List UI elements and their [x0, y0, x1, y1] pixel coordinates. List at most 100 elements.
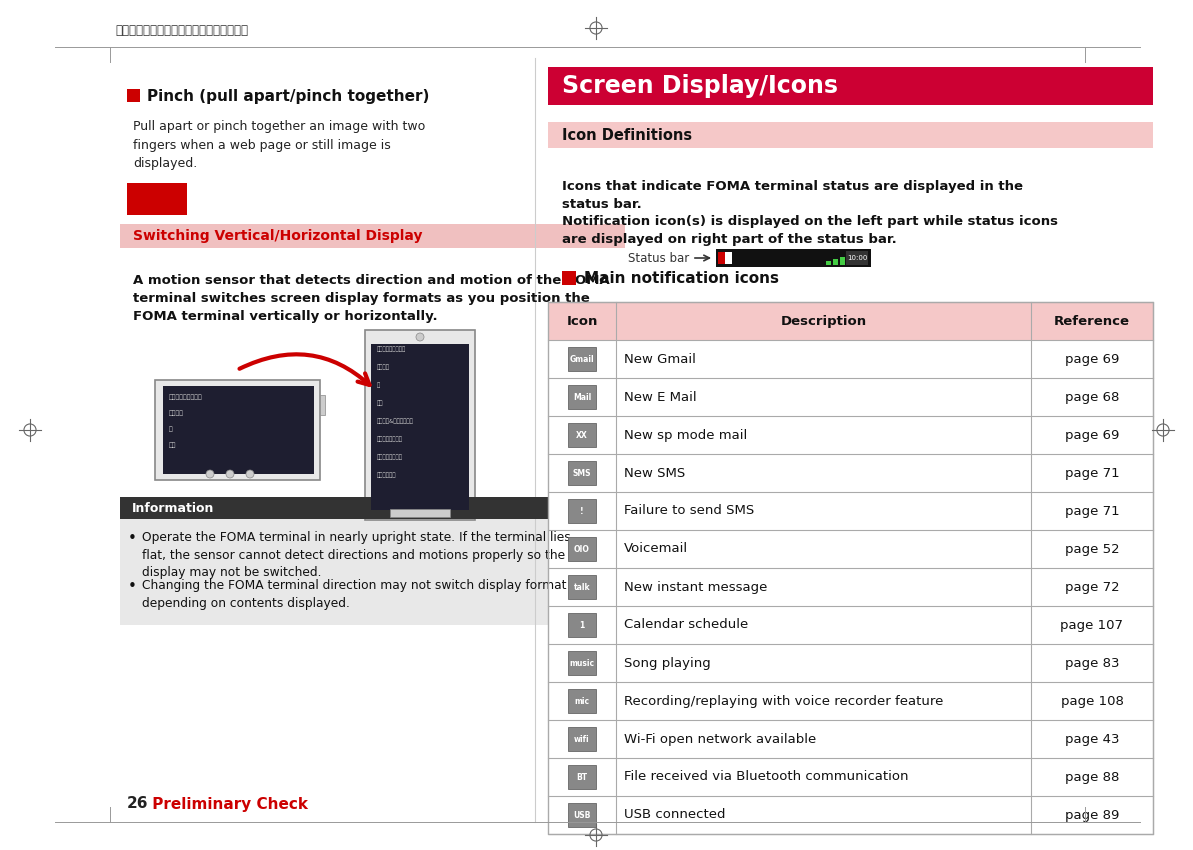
- Bar: [548, 378, 1152, 416]
- Circle shape: [416, 333, 424, 341]
- Text: 無線とネットワーク: 無線とネットワーク: [377, 347, 407, 352]
- Bar: [120, 224, 625, 248]
- Text: 音: 音: [377, 382, 381, 388]
- Text: page 88: page 88: [1065, 770, 1119, 784]
- Bar: [120, 497, 625, 519]
- Text: Main notification icons: Main notification icons: [585, 270, 779, 286]
- Text: page 89: page 89: [1065, 808, 1119, 821]
- Bar: [548, 568, 1152, 606]
- Bar: [833, 259, 837, 265]
- Bar: [126, 183, 187, 215]
- Bar: [718, 252, 725, 264]
- Text: File received via Bluetooth communication: File received via Bluetooth communicatio…: [624, 770, 909, 784]
- Text: Screen Display/Icons: Screen Display/Icons: [562, 74, 837, 98]
- Text: Failure to send SMS: Failure to send SMS: [624, 505, 754, 518]
- Circle shape: [246, 470, 254, 478]
- Circle shape: [206, 470, 214, 478]
- Text: Reference: Reference: [1053, 314, 1130, 327]
- Text: Notification icon(s) is displayed on the left part while status icons
are displa: Notification icon(s) is displayed on the…: [562, 215, 1058, 246]
- Bar: [163, 386, 314, 474]
- Bar: [548, 302, 1152, 834]
- Bar: [826, 261, 832, 265]
- Text: •: •: [128, 579, 137, 594]
- Text: music: music: [569, 659, 594, 667]
- Text: ２０１１年５月１２日　午後１０時３４分: ２０１１年５月１２日 午後１０時３４分: [115, 24, 248, 37]
- Bar: [568, 575, 596, 599]
- Bar: [548, 340, 1152, 378]
- Text: New sp mode mail: New sp mode mail: [624, 428, 747, 441]
- Bar: [548, 644, 1152, 682]
- Text: 音: 音: [169, 427, 173, 432]
- Text: Preliminary Check: Preliminary Check: [147, 796, 308, 812]
- Text: Description: Description: [780, 314, 866, 327]
- Bar: [718, 252, 733, 264]
- Bar: [568, 537, 596, 561]
- Text: Operate the FOMA terminal in nearly upright state. If the terminal lies
flat, th: Operate the FOMA terminal in nearly upri…: [142, 531, 570, 579]
- Bar: [847, 255, 852, 265]
- Text: page 72: page 72: [1064, 581, 1119, 593]
- Text: talk: talk: [574, 582, 591, 592]
- Text: プライバシー: プライバシー: [377, 473, 396, 478]
- Text: page 69: page 69: [1065, 353, 1119, 366]
- Text: 通話設定: 通話設定: [377, 365, 390, 370]
- Bar: [548, 606, 1152, 644]
- Text: Pinch (pull apart/pinch together): Pinch (pull apart/pinch together): [147, 88, 429, 104]
- Bar: [846, 251, 869, 265]
- Text: page 71: page 71: [1064, 467, 1119, 479]
- Text: New Gmail: New Gmail: [624, 353, 696, 366]
- Text: BT: BT: [576, 773, 588, 781]
- Text: New E Mail: New E Mail: [624, 390, 697, 404]
- Text: Mail: Mail: [573, 393, 591, 401]
- Text: page 68: page 68: [1065, 390, 1119, 404]
- Text: 表示: 表示: [377, 400, 383, 406]
- Text: !: !: [580, 507, 583, 515]
- Text: page 69: page 69: [1065, 428, 1119, 441]
- Text: 1: 1: [580, 620, 585, 630]
- Text: Pull apart or pinch together an image with two
fingers when a web page or still : Pull apart or pinch together an image wi…: [132, 120, 425, 170]
- Text: mic: mic: [575, 696, 589, 706]
- Circle shape: [225, 470, 234, 478]
- Text: 26: 26: [126, 796, 148, 812]
- Bar: [548, 796, 1152, 834]
- Bar: [568, 765, 596, 789]
- Text: アカウントと同期: アカウントと同期: [377, 455, 403, 460]
- Bar: [320, 395, 324, 415]
- Text: アプリケーション: アプリケーション: [377, 436, 403, 442]
- Text: 無線とネットワーク: 無線とネットワーク: [169, 394, 203, 400]
- Text: Calendar schedule: Calendar schedule: [624, 619, 748, 632]
- Text: Voicemail: Voicemail: [624, 542, 688, 556]
- Bar: [371, 344, 469, 510]
- Text: 10:00: 10:00: [847, 255, 867, 261]
- Text: 表示: 表示: [169, 442, 177, 448]
- Bar: [562, 271, 576, 285]
- Bar: [548, 720, 1152, 758]
- Bar: [840, 257, 845, 265]
- Bar: [568, 423, 596, 447]
- Text: page 83: page 83: [1064, 656, 1119, 670]
- Text: USB connected: USB connected: [624, 808, 725, 821]
- Bar: [548, 492, 1152, 530]
- Bar: [390, 509, 450, 517]
- Bar: [548, 682, 1152, 720]
- Bar: [568, 613, 596, 637]
- Text: Information: Information: [132, 502, 215, 514]
- Bar: [365, 330, 475, 520]
- Text: Wi-Fi open network available: Wi-Fi open network available: [624, 733, 816, 745]
- Bar: [568, 651, 596, 675]
- Bar: [716, 249, 871, 267]
- Text: New SMS: New SMS: [624, 467, 685, 479]
- Text: Icon: Icon: [567, 314, 598, 327]
- Text: A motion sensor that detects direction and motion of the FOMA
terminal switches : A motion sensor that detects direction a…: [132, 274, 610, 323]
- Text: page 71: page 71: [1064, 505, 1119, 518]
- Text: page 43: page 43: [1064, 733, 1119, 745]
- Bar: [548, 122, 1152, 148]
- Text: SMS: SMS: [573, 468, 592, 478]
- Bar: [548, 67, 1152, 105]
- Text: Gmail: Gmail: [570, 354, 594, 364]
- Bar: [548, 302, 1152, 340]
- Bar: [568, 385, 596, 409]
- Text: page 52: page 52: [1064, 542, 1119, 556]
- Bar: [568, 499, 596, 523]
- Text: •: •: [128, 531, 137, 546]
- Bar: [548, 758, 1152, 796]
